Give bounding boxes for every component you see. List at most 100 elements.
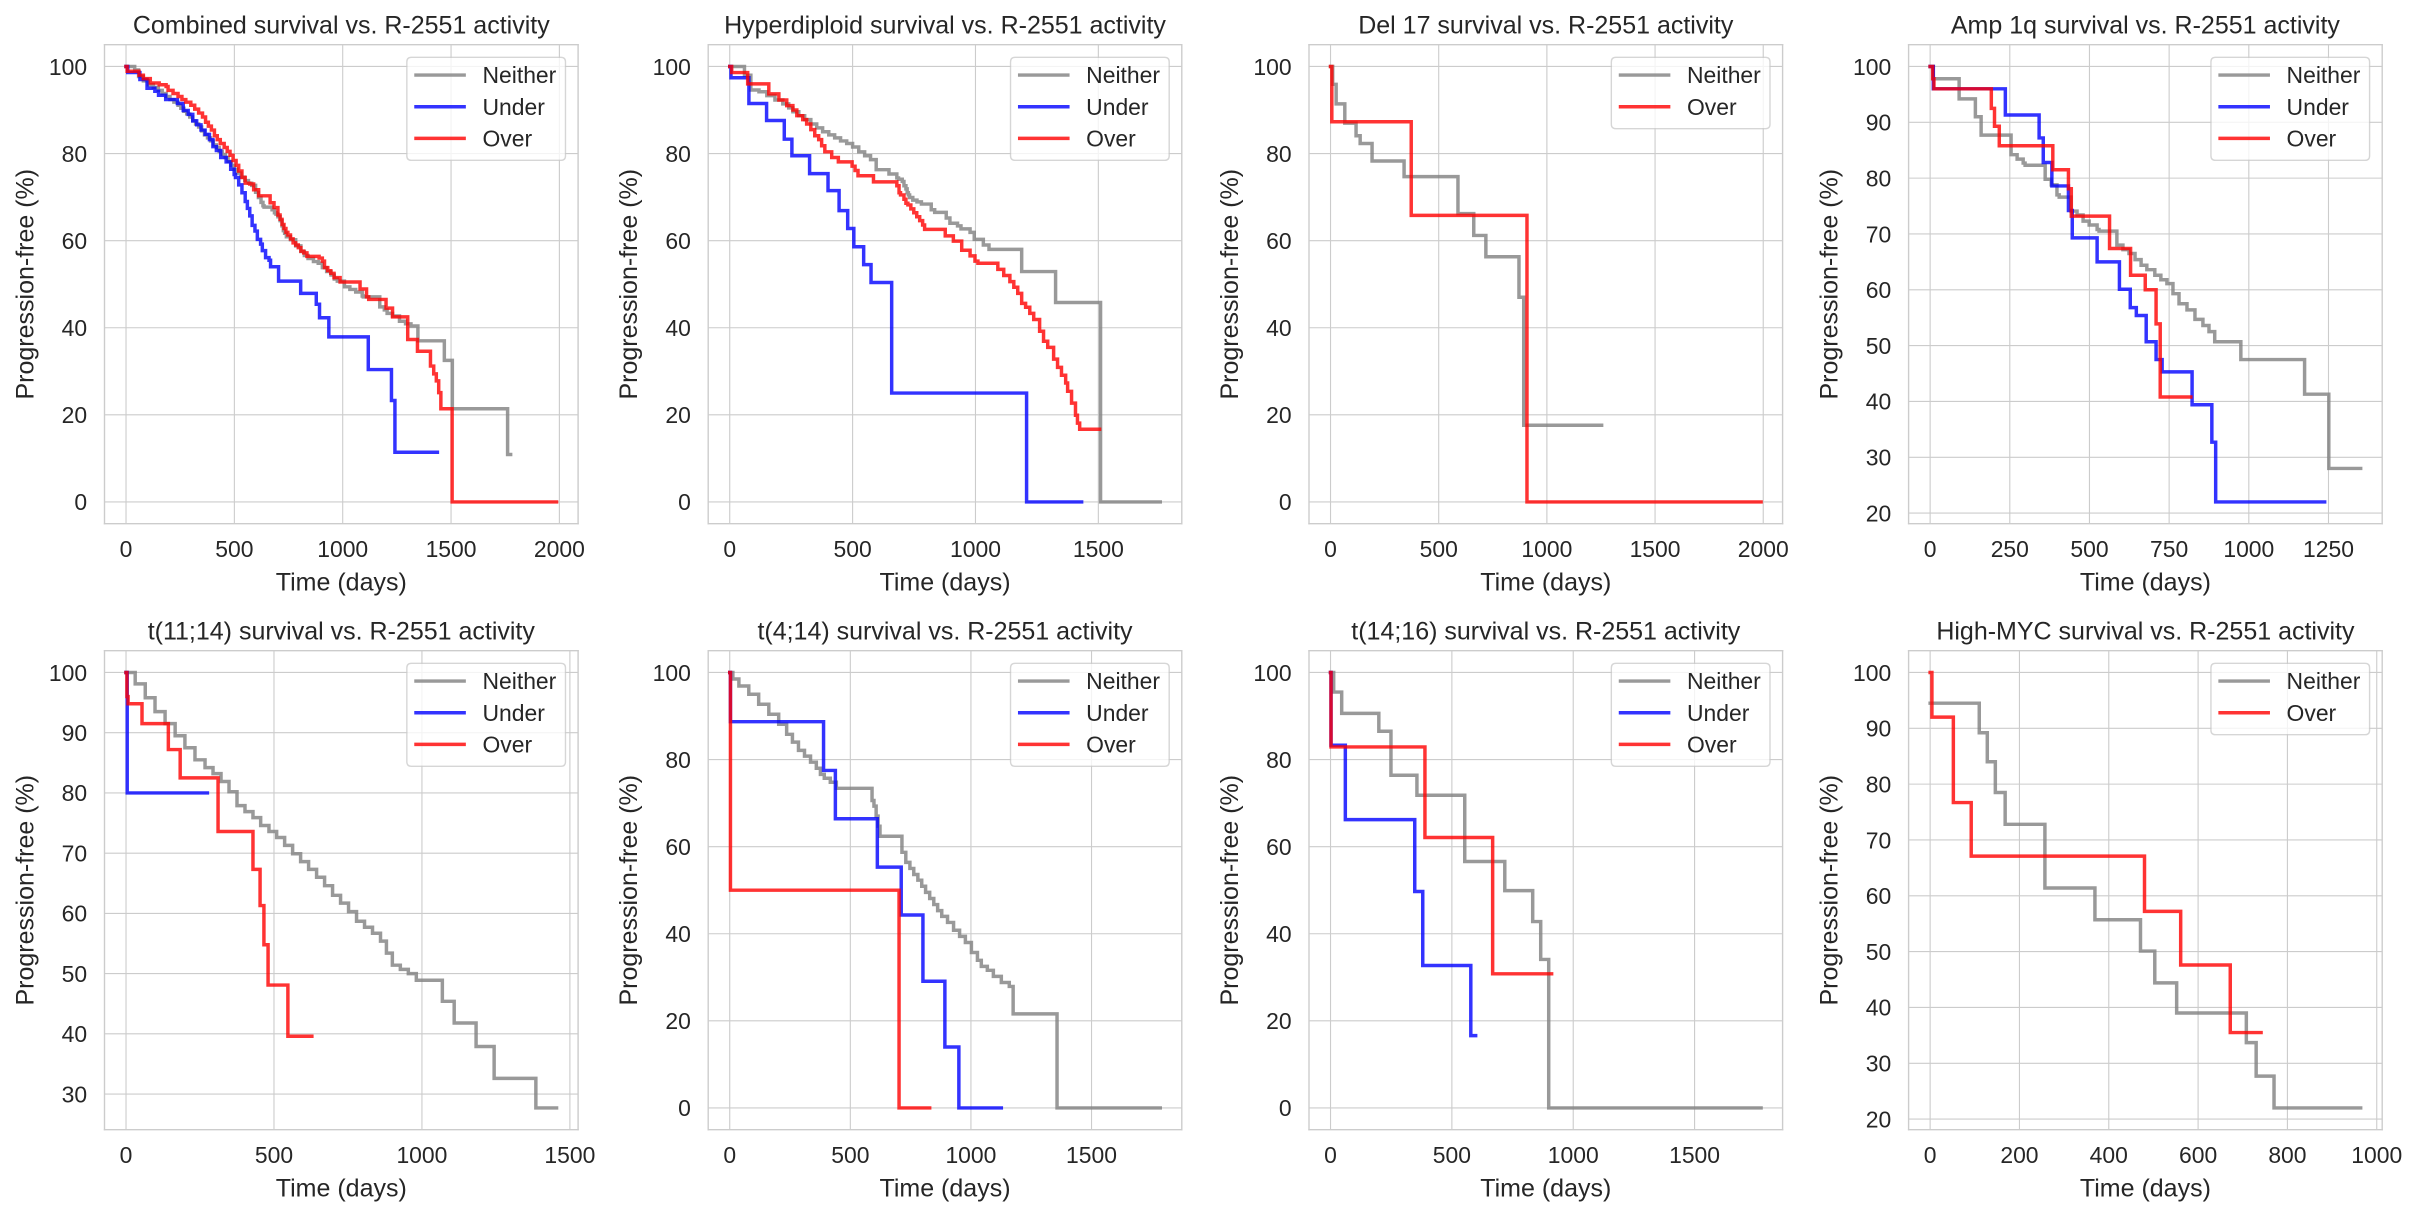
svg-text:80: 80 [1866, 165, 1891, 191]
svg-text:Under: Under [1687, 700, 1750, 726]
svg-text:1000: 1000 [396, 1142, 447, 1168]
svg-text:Hyperdiploid survival vs. R-25: Hyperdiploid survival vs. R-2551 activit… [724, 12, 1166, 40]
svg-text:1500: 1500 [1073, 536, 1124, 562]
svg-text:1000: 1000 [1521, 536, 1572, 562]
svg-text:50: 50 [62, 961, 87, 987]
svg-text:750: 750 [2150, 536, 2188, 562]
svg-text:Amp 1q survival vs. R-2551 act: Amp 1q survival vs. R-2551 activity [1951, 12, 2341, 40]
svg-text:Neither: Neither [2287, 668, 2361, 694]
svg-text:Progression-free (%): Progression-free (%) [615, 775, 643, 1006]
svg-text:Time (days): Time (days) [879, 568, 1010, 596]
svg-text:800: 800 [2268, 1142, 2306, 1168]
svg-text:Time (days): Time (days) [276, 568, 407, 596]
svg-text:40: 40 [62, 315, 87, 341]
svg-text:1000: 1000 [2223, 536, 2274, 562]
svg-text:20: 20 [665, 402, 690, 428]
svg-text:Progression-free (%): Progression-free (%) [1216, 775, 1244, 1006]
svg-text:70: 70 [1866, 221, 1891, 247]
svg-text:30: 30 [1866, 1051, 1891, 1077]
svg-text:Under: Under [1086, 700, 1149, 726]
svg-text:Under: Under [1086, 94, 1149, 120]
svg-text:80: 80 [62, 780, 87, 806]
svg-text:1500: 1500 [1669, 1142, 1720, 1168]
svg-text:0: 0 [1924, 1142, 1937, 1168]
svg-text:80: 80 [1266, 141, 1291, 167]
svg-text:0: 0 [723, 536, 736, 562]
svg-text:Progression-free (%): Progression-free (%) [615, 169, 643, 400]
svg-text:40: 40 [665, 921, 690, 947]
svg-text:0: 0 [678, 489, 691, 515]
svg-text:0: 0 [74, 489, 87, 515]
svg-text:2000: 2000 [534, 536, 585, 562]
svg-text:20: 20 [1266, 1008, 1291, 1034]
svg-text:40: 40 [1266, 921, 1291, 947]
svg-text:60: 60 [1266, 228, 1291, 254]
svg-text:500: 500 [1420, 536, 1458, 562]
svg-text:60: 60 [62, 228, 87, 254]
svg-text:Neither: Neither [1687, 668, 1761, 694]
svg-text:0: 0 [1279, 1095, 1292, 1121]
svg-text:500: 500 [2070, 536, 2108, 562]
svg-text:1500: 1500 [426, 536, 477, 562]
svg-text:80: 80 [1266, 747, 1291, 773]
svg-text:60: 60 [665, 834, 690, 860]
svg-text:Over: Over [1086, 731, 1136, 757]
svg-text:Under: Under [482, 700, 545, 726]
svg-text:70: 70 [1866, 827, 1891, 853]
svg-text:80: 80 [665, 141, 690, 167]
svg-text:40: 40 [1266, 315, 1291, 341]
svg-text:100: 100 [1853, 54, 1891, 80]
svg-text:1500: 1500 [544, 1142, 595, 1168]
svg-text:0: 0 [120, 536, 133, 562]
svg-text:Neither: Neither [2287, 62, 2361, 88]
svg-text:30: 30 [1866, 445, 1891, 471]
svg-text:40: 40 [1866, 995, 1891, 1021]
svg-text:80: 80 [62, 141, 87, 167]
svg-text:500: 500 [831, 1142, 869, 1168]
svg-text:Over: Over [482, 125, 532, 151]
svg-text:Combined survival vs. R-2551 a: Combined survival vs. R-2551 activity [133, 12, 550, 40]
svg-text:0: 0 [723, 1142, 736, 1168]
svg-text:500: 500 [1433, 1142, 1471, 1168]
svg-text:Over: Over [2287, 700, 2337, 726]
svg-text:Neither: Neither [1086, 668, 1160, 694]
svg-text:100: 100 [49, 660, 87, 686]
svg-text:1500: 1500 [1630, 536, 1681, 562]
svg-text:Over: Over [1086, 125, 1136, 151]
svg-text:500: 500 [215, 536, 253, 562]
svg-text:60: 60 [1866, 883, 1891, 909]
svg-text:60: 60 [62, 901, 87, 927]
svg-text:500: 500 [255, 1142, 293, 1168]
svg-text:90: 90 [1866, 716, 1891, 742]
svg-text:Time (days): Time (days) [1480, 568, 1611, 596]
svg-text:100: 100 [1253, 54, 1291, 80]
svg-text:200: 200 [2000, 1142, 2038, 1168]
svg-text:20: 20 [665, 1008, 690, 1034]
svg-text:t(4;14) survival vs. R-2551 ac: t(4;14) survival vs. R-2551 activity [757, 618, 1133, 646]
svg-text:t(11;14) survival vs. R-2551 a: t(11;14) survival vs. R-2551 activity [148, 618, 536, 646]
svg-text:Neither: Neither [482, 62, 556, 88]
svg-text:250: 250 [1991, 536, 2029, 562]
svg-text:1500: 1500 [1066, 1142, 1117, 1168]
svg-text:0: 0 [120, 1142, 133, 1168]
svg-text:0: 0 [678, 1095, 691, 1121]
svg-text:2000: 2000 [1738, 536, 1789, 562]
svg-text:Neither: Neither [482, 668, 556, 694]
svg-text:600: 600 [2179, 1142, 2217, 1168]
svg-text:50: 50 [1866, 333, 1891, 359]
svg-text:20: 20 [1866, 1106, 1891, 1132]
svg-text:Del 17 survival vs. R-2551 act: Del 17 survival vs. R-2551 activity [1358, 12, 1734, 40]
svg-text:1000: 1000 [1548, 1142, 1599, 1168]
svg-text:1000: 1000 [317, 536, 368, 562]
svg-text:Neither: Neither [1086, 62, 1160, 88]
svg-text:Neither: Neither [1687, 62, 1761, 88]
svg-text:20: 20 [1866, 500, 1891, 526]
svg-text:0: 0 [1924, 536, 1937, 562]
svg-text:Time (days): Time (days) [2080, 568, 2211, 596]
svg-text:0: 0 [1324, 536, 1337, 562]
svg-text:0: 0 [1324, 1142, 1337, 1168]
svg-text:90: 90 [62, 720, 87, 746]
svg-text:Time (days): Time (days) [2080, 1174, 2211, 1202]
svg-text:1000: 1000 [2351, 1142, 2402, 1168]
svg-text:100: 100 [49, 54, 87, 80]
